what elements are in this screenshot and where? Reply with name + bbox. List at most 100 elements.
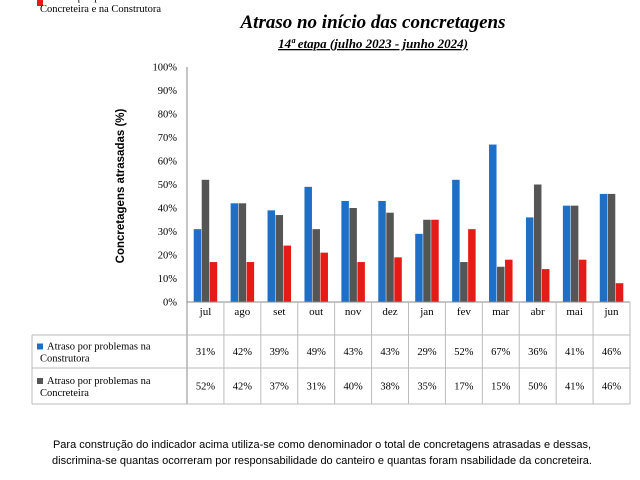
bar-2-ago [238,203,247,302]
y-tick-label: 60% [158,157,178,168]
bar-1-dez [378,200,386,302]
y-tick-label: 40% [158,204,178,215]
y-tick-label: 70% [158,133,178,144]
legend-swatch [37,378,43,384]
bar-3-abr [541,269,550,302]
data-label: 42% [233,347,253,358]
data-label: 31% [454,0,474,3]
bar-2-fev [460,262,468,302]
y-tick-label: 0% [163,298,177,309]
bar-2-jun [607,193,616,302]
x-tick-label: mar [492,306,509,318]
data-label: 67% [491,347,511,358]
y-tick-label: 100% [153,63,178,74]
x-tick-label: out [309,306,323,318]
x-tick-label: jun [604,306,620,318]
data-label: 52% [196,382,216,393]
data-label: 29% [417,347,437,358]
data-label: 21% [307,0,327,3]
bar-3-fev [468,229,476,302]
bar-1-jun [599,193,608,302]
bar-1-ago [230,203,239,302]
x-tick-label: mai [566,306,583,318]
bar-3-mai [578,259,587,302]
y-tick-label: 10% [158,274,178,285]
chart: Atraso no início das concretagens 14ª et… [31,0,631,405]
y-tick-label: 90% [158,86,178,97]
bar-2-nov [349,208,357,302]
data-label: 39% [270,347,290,358]
y-tick-label: 80% [158,110,178,121]
data-label: 31% [307,382,327,393]
bar-1-abr [525,217,534,302]
bar-2-mar [497,266,505,302]
data-label: 14% [528,0,548,3]
bar-2-mai [570,205,579,302]
x-tick-label: set [273,306,285,318]
bar-2-abr [533,184,542,302]
data-label: 17% [344,0,364,3]
bar-1-set [267,210,276,302]
y-axis-label: Concretagens atrasadas (%) [115,108,127,263]
data-label: 37% [270,382,290,393]
data-label: 18% [565,0,585,3]
data-label: 19% [380,0,400,3]
bar-2-set [275,215,284,302]
data-label: 41% [565,347,585,358]
bar-3-jun [615,283,624,302]
data-label: 35% [417,0,437,3]
bar-2-jul [201,179,210,302]
data-label: 17% [233,0,253,3]
data-label: 8% [605,0,619,3]
bar-1-out [304,186,312,302]
data-label: 43% [344,347,364,358]
data-label: 15% [491,382,511,393]
legend-label: Atraso por problemas na Construtora [40,342,151,365]
data-label: 52% [454,347,474,358]
bar-3-jan [431,219,439,302]
data-label: 36% [528,347,548,358]
bar-1-jul [193,229,202,302]
data-label: 24% [270,0,290,3]
footnote: Para construção do indicador acima utili… [12,437,632,469]
data-label: 42% [233,382,253,393]
data-label: 46% [602,347,622,358]
legend-label: Atraso por problemas na Concreteira [40,376,151,399]
data-label: 41% [565,382,585,393]
bar-1-nov [341,200,349,302]
legend-swatch [37,343,43,350]
footnote-line-1: Para construção do indicador acima utili… [52,439,592,451]
data-label: 50% [528,382,548,393]
bar-3-jul [209,262,218,302]
x-tick-label: jan [419,306,434,318]
data-label: 49% [307,347,327,358]
y-tick-label: 20% [158,251,178,262]
chart-title: Atraso no início das concretagens [240,12,506,33]
chart-subtitle: 14ª etapa (julho 2023 - junho 2024) [278,36,468,51]
bar-1-mar [489,144,497,302]
x-tick-label: dez [382,306,397,318]
y-tick-label: 50% [158,180,178,191]
bar-2-dez [386,212,394,302]
legend-swatch [37,0,43,6]
data-label: 17% [454,382,474,393]
x-tick-label: jul [199,306,212,318]
bar-1-fev [452,179,460,302]
bar-3-mar [505,259,513,302]
footnote-line-2: discrimina-se quantas ocorreram por resp… [52,455,592,467]
x-tick-label: ago [234,306,250,318]
y-tick-label: 30% [158,227,178,238]
bar-3-dez [394,257,402,302]
data-label: 38% [380,382,400,393]
x-tick-label: fev [457,306,472,318]
data-label: 43% [380,347,400,358]
bar-1-mai [562,205,571,302]
x-tick-label: nov [345,306,362,318]
x-tick-label: abr [531,306,545,318]
bar-2-out [312,229,320,302]
data-label: 35% [417,382,437,393]
data-label: 46% [602,382,622,393]
bar-3-set [283,245,292,302]
data-label: 31% [196,347,216,358]
